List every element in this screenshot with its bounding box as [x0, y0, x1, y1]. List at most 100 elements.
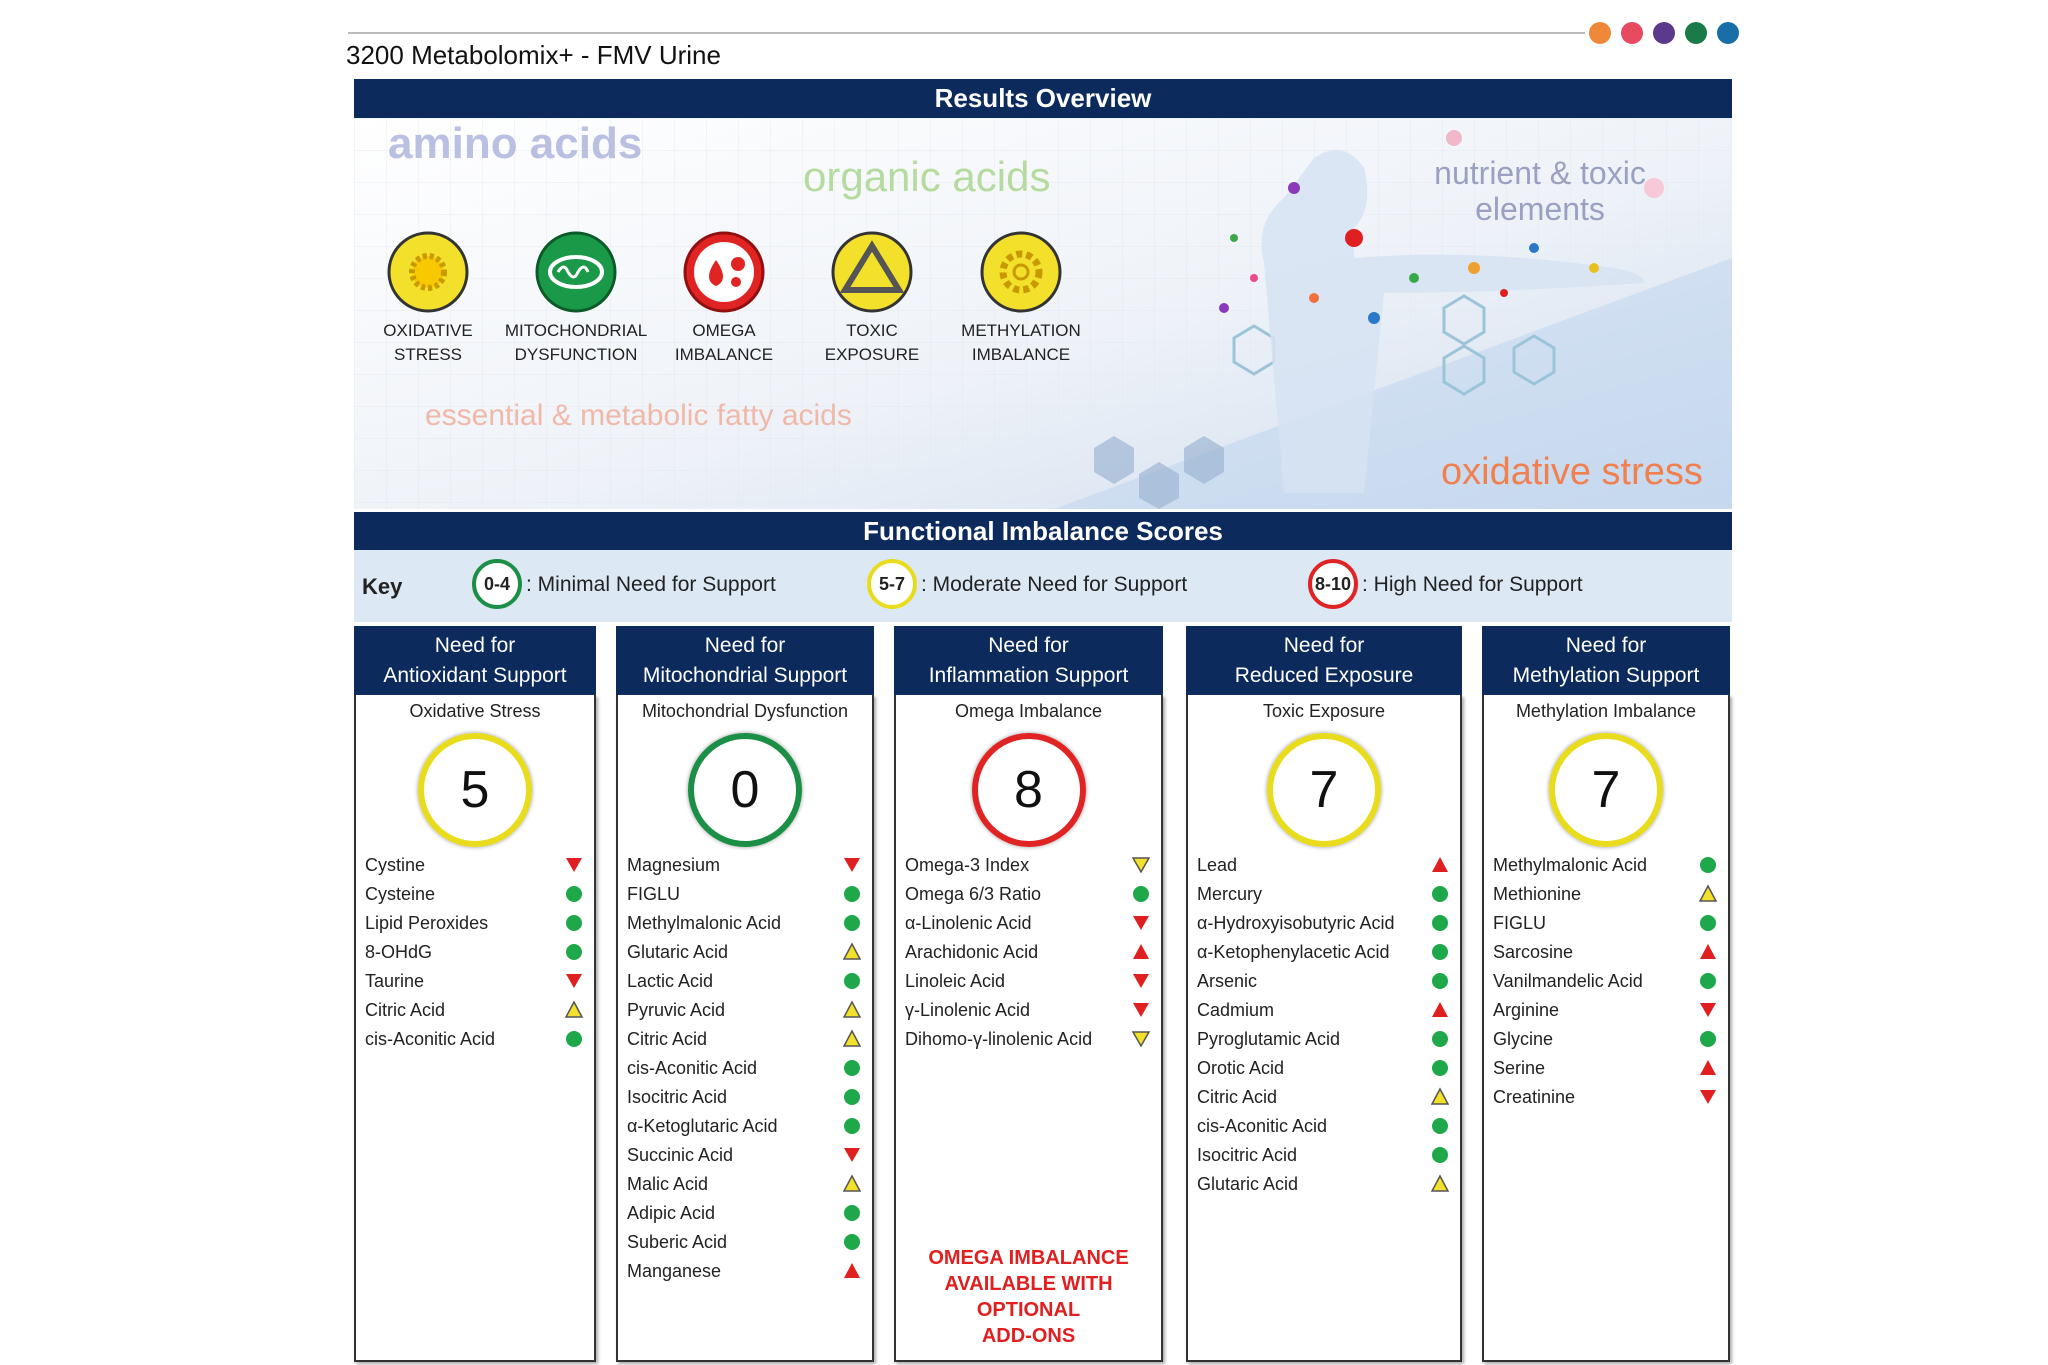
analyte-name: Lead	[1197, 854, 1238, 875]
status-marker	[844, 915, 860, 931]
analyte-name: Malic Acid	[627, 1173, 709, 1194]
analyte-name: Isocitric Acid	[1197, 1144, 1298, 1165]
status-up	[1700, 944, 1716, 959]
status-up	[1430, 1087, 1450, 1105]
status-marker	[844, 886, 860, 902]
analyte-row: Pyruvic Acid	[618, 999, 872, 1021]
column-header: Need for Antioxidant Support	[354, 626, 596, 695]
status-dot	[1700, 1031, 1716, 1047]
analyte-name: Cysteine	[365, 883, 436, 904]
particles	[1219, 130, 1664, 324]
analyte-name: Glutaric Acid	[627, 941, 729, 962]
status-marker	[566, 915, 582, 931]
status-dot	[1432, 915, 1448, 931]
status-marker	[1432, 1118, 1448, 1134]
dot	[1653, 22, 1675, 44]
analyte-row: Arginine	[1484, 999, 1728, 1021]
status-marker	[844, 973, 860, 989]
area-label: organic acids	[803, 153, 1050, 200]
status-marker	[1133, 916, 1149, 930]
analyte-name: Vanilmandelic Acid	[1493, 970, 1643, 991]
icon-oxidative	[387, 231, 469, 313]
column-header-line: Need for	[704, 633, 786, 657]
icon-label: DYSFUNCTION	[515, 345, 638, 364]
status-marker	[1700, 857, 1716, 873]
analyte-name: Succinic Acid	[627, 1144, 734, 1165]
column-header: Need for Inflammation Support	[894, 626, 1163, 695]
analyte-row: Isocitric Acid	[618, 1086, 872, 1108]
column-header-line: Antioxidant Support	[383, 663, 567, 687]
status-dot	[1133, 886, 1149, 902]
icon-label: EXPOSURE	[825, 345, 919, 364]
dot	[1589, 22, 1611, 44]
analyte-name: Citric Acid	[627, 1028, 708, 1049]
status-down	[566, 858, 582, 872]
analyte-row: Lactic Acid	[618, 970, 872, 992]
analyte-row: Malic Acid	[618, 1173, 872, 1195]
status-up	[842, 1174, 862, 1192]
analyte-row: FIGLU	[1484, 912, 1728, 934]
analyte-name: Omega-3 Index	[905, 854, 1030, 875]
status-marker	[842, 1029, 862, 1047]
note-line: ADD-ONS	[981, 1325, 1076, 1347]
status-dot	[1700, 915, 1716, 931]
status-marker	[566, 944, 582, 960]
score: 0	[688, 733, 802, 847]
status-dot	[566, 886, 582, 902]
analyte-name: cis-Aconitic Acid	[627, 1057, 758, 1078]
status-marker	[1700, 1090, 1716, 1104]
key-text: : Moderate Need for Support	[921, 573, 1188, 596]
analyte-row: Serine	[1484, 1057, 1728, 1079]
analyte-name: Glycine	[1493, 1028, 1554, 1049]
status-marker	[1700, 1060, 1716, 1075]
icon-label: IMBALANCE	[972, 345, 1070, 364]
analyte-row: Adipic Acid	[618, 1202, 872, 1224]
column-note: OMEGA IMBALANCE AVAILABLE WITH OPTIONAL ADD…	[896, 1245, 1161, 1349]
analyte-row: Cadmium	[1188, 999, 1460, 1021]
note-line: OMEGA IMBALANCE	[928, 1247, 1129, 1269]
icon-label: MITOCHONDRIAL	[505, 321, 647, 340]
analyte-name: Pyroglutamic Acid	[1197, 1028, 1341, 1049]
score: 7	[1267, 733, 1381, 847]
analyte-name: Methylmalonic Acid	[627, 912, 782, 933]
status-dot	[844, 1205, 860, 1221]
column-body: Mitochondrial Dysfunction 0 Magnesium FIGLU…	[616, 695, 874, 1362]
status-marker	[566, 1031, 582, 1047]
status-marker	[564, 1000, 584, 1018]
analyte-row: Pyroglutamic Acid	[1188, 1028, 1460, 1050]
column-subtitle: Mitochondrial Dysfunction	[641, 701, 849, 721]
key-label: Key	[362, 574, 403, 599]
status-marker	[566, 886, 582, 902]
area-label: essential & metabolic fatty acids	[425, 399, 852, 432]
status-up	[842, 1029, 862, 1047]
icon-label: METHYLATION	[961, 321, 1081, 340]
analyte-name: Lactic Acid	[627, 970, 714, 991]
analyte-name: Manganese	[627, 1260, 722, 1281]
analyte-name: 8-OHdG	[365, 941, 433, 962]
analyte-name: Cadmium	[1197, 999, 1275, 1020]
icon-toxic	[831, 231, 913, 313]
report-title: 3200 Metabolomix+ - FMV Urine	[346, 40, 721, 70]
analyte-row: Methylmalonic Acid	[1484, 854, 1728, 876]
status-marker	[1432, 915, 1448, 931]
status-dot	[844, 915, 860, 931]
section-bar: Results Overview	[354, 79, 1732, 118]
column-header-line: Need for	[1283, 633, 1365, 657]
status-marker	[1700, 973, 1716, 989]
analyte-name: α-Hydroxyisobutyric Acid	[1197, 912, 1395, 933]
status-down	[1700, 1003, 1716, 1017]
column-header-line: Methylation Support	[1512, 663, 1700, 687]
column-header-line: Need for	[988, 633, 1069, 657]
column-subtitle: Omega Imbalance	[954, 701, 1103, 721]
analyte-name: Citric Acid	[365, 999, 446, 1020]
key-badge: 5-7	[867, 559, 917, 609]
status-marker	[1700, 1031, 1716, 1047]
status-dot	[844, 1118, 860, 1134]
analyte-row: Citric Acid	[618, 1028, 872, 1050]
status-marker	[1133, 944, 1149, 959]
icon-label: OMEGA	[692, 321, 756, 340]
analyte-name: α-Linolenic Acid	[905, 912, 1032, 933]
analyte-row: α-Linolenic Acid	[896, 912, 1161, 934]
column-header-line: Need for	[434, 633, 516, 657]
analyte-name: FIGLU	[1493, 912, 1547, 933]
